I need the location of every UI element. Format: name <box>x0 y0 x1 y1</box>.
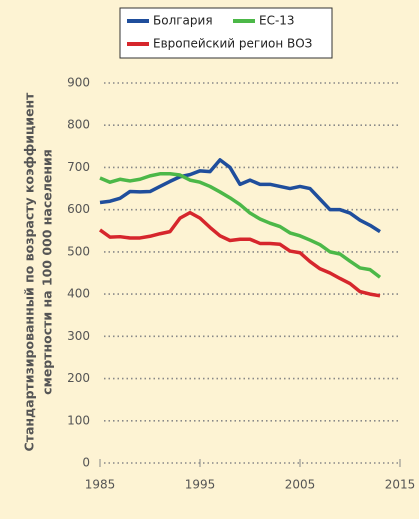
y-tick-label: 800 <box>67 118 90 132</box>
legend-label: ЕС-13 <box>259 14 295 28</box>
legend-box <box>119 7 333 59</box>
y-tick-label: 600 <box>67 202 90 216</box>
y-label-line: Стандартизированный по возрасту коэффици… <box>22 92 37 452</box>
series-line <box>98 210 381 298</box>
y-tick-label: 100 <box>67 413 90 427</box>
y-tick-label: 500 <box>67 244 90 258</box>
y-tick-label: 700 <box>67 160 90 174</box>
x-tick-label: 2005 <box>285 478 316 492</box>
x-tick-label: 2015 <box>385 478 416 492</box>
y-axis-label: Стандартизированный по возрасту коэффици… <box>22 92 55 452</box>
legend-label: Болгария <box>153 14 213 28</box>
y-tick-label: 400 <box>67 287 90 301</box>
y-tick-label: 300 <box>67 329 90 343</box>
legend-label: Европейский регион ВОЗ <box>153 37 312 51</box>
y-tick-label: 900 <box>67 76 90 90</box>
x-tick-label: 1985 <box>85 478 116 492</box>
y-tick-label: 200 <box>67 371 90 385</box>
series-line <box>99 172 382 279</box>
series-line <box>99 158 381 234</box>
y-tick-label: 0 <box>82 456 90 470</box>
y-label-line: смертности на 100 000 населения <box>40 149 55 395</box>
x-tick-label: 1995 <box>185 478 216 492</box>
